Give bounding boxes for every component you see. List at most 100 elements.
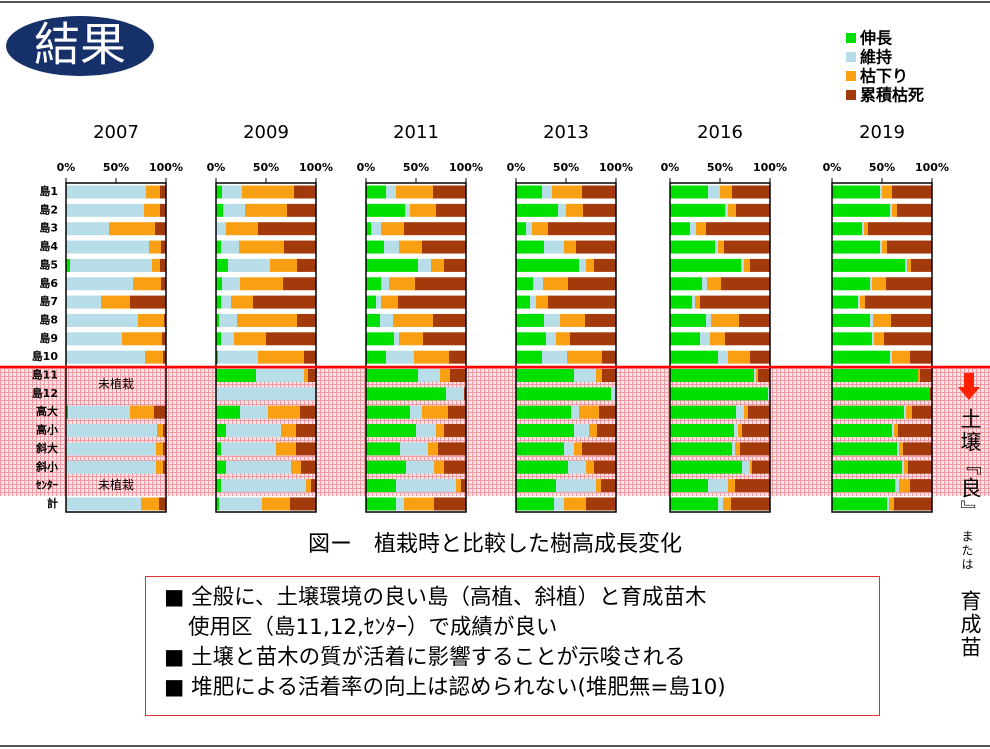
bar-segment <box>894 497 932 511</box>
bar-segment <box>228 258 270 272</box>
panel-frame <box>831 182 933 513</box>
bar-segment <box>366 240 384 254</box>
bar-segment <box>423 332 466 346</box>
bar-segment <box>670 185 708 199</box>
bar-segment <box>422 240 466 254</box>
x-tick-label: 100% <box>753 161 787 174</box>
bar-segment <box>758 369 770 382</box>
bar-segment <box>873 313 891 327</box>
bar-segment <box>891 313 932 327</box>
bar-segment <box>159 497 166 511</box>
bullet-continued: 使用区（島11,12,ｾﾝﾀｰ）で成績が良い <box>188 615 558 640</box>
bar-segment <box>599 405 616 419</box>
chart-title: 2007 <box>93 122 139 143</box>
bar-segment <box>464 387 466 401</box>
x-tick-label: 100% <box>299 161 333 174</box>
y-tick-label: 島6 <box>39 276 58 290</box>
bar-segment <box>101 295 130 309</box>
bar-segment <box>906 405 912 419</box>
bar-segment <box>216 350 218 364</box>
bar-segment <box>216 185 222 199</box>
bar-segment <box>862 222 864 236</box>
bar-segment <box>163 460 166 474</box>
bar-segment <box>216 295 221 309</box>
chart-title: 2016 <box>697 122 743 143</box>
bar-segment <box>66 295 101 309</box>
y-tick-label: 島12 <box>32 386 58 400</box>
bar-segment <box>242 185 294 199</box>
bar-segment <box>832 185 880 199</box>
bar-segment <box>586 460 594 474</box>
y-tick-label: 島10 <box>32 349 59 363</box>
bar-segment <box>530 295 536 309</box>
bar-segment <box>516 442 564 456</box>
bar-segment <box>750 460 752 474</box>
bar-segment <box>832 405 904 419</box>
bar-segment <box>456 479 461 493</box>
legend-swatch <box>846 90 856 100</box>
bar-segment <box>564 442 574 456</box>
bar-segment <box>444 460 466 474</box>
bar-segment <box>433 185 466 199</box>
bar-segment <box>832 460 902 474</box>
bar-segment <box>300 405 316 419</box>
bar-segment <box>720 185 732 199</box>
bar-segment <box>585 313 616 327</box>
bar-segment <box>415 277 466 291</box>
bar-segment <box>918 369 920 382</box>
bar-segment <box>296 442 316 456</box>
bar-segment <box>903 442 932 456</box>
bar-segment <box>376 295 381 309</box>
bar-segment <box>911 258 932 272</box>
bar-segment <box>66 258 70 272</box>
bar-segment <box>406 460 434 474</box>
bar-segment <box>832 387 930 401</box>
bar-segment <box>216 497 219 511</box>
bar-segment <box>218 350 258 364</box>
panel-frame <box>65 182 167 513</box>
bar-segment <box>226 460 291 474</box>
bar-segment <box>566 203 583 217</box>
y-tick-label: 計 <box>47 496 58 510</box>
bar-segment <box>266 332 316 346</box>
bar-segment <box>744 258 750 272</box>
annotation: 未植栽 <box>98 477 134 492</box>
bar-segment <box>594 460 616 474</box>
bar-segment <box>240 277 283 291</box>
legend-swatch <box>846 71 856 81</box>
bar-segment <box>533 277 543 291</box>
bar-segment <box>579 258 586 272</box>
bar-segment <box>907 258 911 272</box>
bar-segment <box>902 460 904 474</box>
caption: 図ー 植栽時と比較した樹高成長変化 <box>308 532 682 557</box>
bar-segment <box>281 424 296 438</box>
bar-segment <box>122 332 162 346</box>
bar-segment <box>222 277 240 291</box>
bar-segment <box>245 203 287 217</box>
panel-frame <box>669 182 771 513</box>
bar-segment <box>546 332 556 346</box>
bar-segment <box>725 332 770 346</box>
bar-segment <box>438 442 466 456</box>
bar-segment <box>446 387 464 401</box>
bar-segment <box>156 460 163 474</box>
bar-segment <box>516 387 611 401</box>
bar-segment <box>718 497 723 511</box>
bar-segment <box>163 424 166 438</box>
bar-segment <box>568 460 586 474</box>
bar-segment <box>670 442 732 456</box>
bar-segment <box>544 240 564 254</box>
bar-segment <box>706 313 711 327</box>
bar-segment <box>865 295 932 309</box>
bar-segment <box>738 424 742 438</box>
bar-segment <box>930 387 932 401</box>
bar-segment <box>144 203 160 217</box>
bar-segment <box>884 332 932 346</box>
legend-label: 維持 <box>860 48 892 67</box>
x-tick-label: 0% <box>661 161 680 174</box>
bar-segment <box>381 277 389 291</box>
chart-title: 2019 <box>859 122 905 143</box>
bar-segment <box>516 369 574 382</box>
bar-segment <box>516 405 571 419</box>
